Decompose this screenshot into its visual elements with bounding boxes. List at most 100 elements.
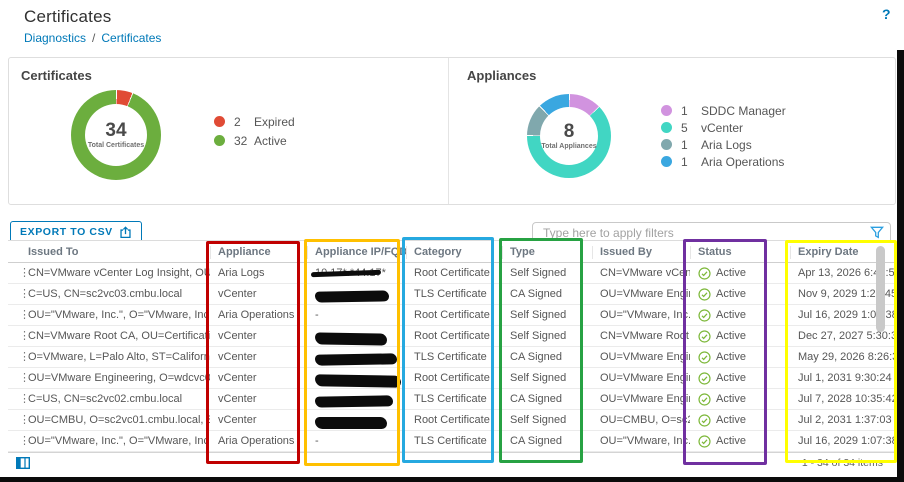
cell-issued-to: OU="VMware, Inc.", O="VMware, Inc.", CN=…	[28, 309, 210, 321]
cell-issued-to: O=VMware, L=Palo Alto, ST=California, C=…	[28, 351, 210, 363]
row-action-menu[interactable]: ⋮	[19, 393, 28, 405]
cell-category: TLS Certificate	[414, 393, 487, 405]
cell-category: Root Certificate	[414, 414, 490, 426]
row-action-menu[interactable]: ⋮	[19, 330, 28, 342]
filter-input[interactable]	[532, 222, 891, 244]
status-check-circle-icon	[698, 350, 711, 364]
table-body: ⋮CN=VMware vCenter Log Insight, OU=vCent…	[8, 263, 896, 452]
column-header-status[interactable]: Status	[690, 241, 790, 262]
cell-status: Active	[690, 347, 790, 367]
redaction-scribble	[315, 416, 387, 429]
row-action-menu[interactable]: ⋮	[19, 372, 28, 384]
row-action-menu[interactable]: ⋮	[19, 414, 28, 426]
legend-count: 32	[234, 133, 248, 148]
table-footer: 1 - 34 of 34 items	[8, 452, 896, 472]
cell-expiry: Dec 27, 2027 5:30:3...	[798, 330, 896, 342]
cell-issued-to: C=US, CN=sc2vc03.cmbu.local	[28, 288, 183, 300]
cell-ip	[307, 284, 406, 304]
appliances-panel-title: Appliances	[467, 68, 537, 83]
filter-funnel-icon[interactable]	[870, 226, 884, 239]
redaction-scribble	[314, 290, 390, 303]
appliances-legend-item: 1 Aria Operations	[661, 155, 786, 169]
legend-dot-icon	[661, 156, 672, 167]
legend-count: 1	[681, 137, 688, 152]
status-text: Active	[716, 288, 746, 300]
legend-dot-icon	[214, 116, 225, 127]
breadcrumb-separator: /	[92, 31, 96, 45]
cell-type: Self Signed	[510, 309, 567, 321]
cell-expiry: Nov 9, 2029 1:28:45 ...	[798, 288, 896, 300]
status-check-circle-icon	[698, 308, 711, 322]
cell-ip	[307, 389, 406, 409]
cell-issued-by: OU=VMware Engine...	[600, 393, 690, 405]
export-to-csv-button[interactable]: EXPORT TO CSV	[10, 221, 142, 243]
cell-appliance: vCenter	[218, 330, 257, 342]
status-check-circle-icon	[698, 287, 711, 301]
cell-type: Self Signed	[510, 414, 567, 426]
row-action-menu[interactable]: ⋮	[19, 309, 28, 321]
column-header-type[interactable]: Type	[502, 241, 592, 262]
table-row: ⋮ C=US, CN=sc2vc02.cmbu.local vCenter TLS C…	[8, 389, 896, 410]
cell-issued-by: OU="VMware, Inc.", ...	[600, 309, 690, 321]
status-text: Active	[716, 309, 746, 321]
column-header-expiry-date[interactable]: Expiry Date	[790, 241, 896, 262]
legend-label: Active	[254, 133, 287, 148]
certificates-total-label: Total Certificates	[87, 142, 145, 149]
cell-status: Active	[690, 326, 790, 346]
column-header-issued-by[interactable]: Issued By	[592, 241, 690, 262]
items-count: 1 - 34 of 34 items	[801, 457, 883, 469]
table-row: ⋮OU=VMware Engineering, O=wdcvc01.cmbu.l…	[8, 368, 896, 389]
cell-type: Self Signed	[510, 330, 567, 342]
cell-ip	[307, 326, 406, 346]
cell-category: Root Certificate	[414, 309, 490, 321]
row-action-menu[interactable]: ⋮	[19, 288, 28, 300]
cell-category: Root Certificate	[414, 330, 490, 342]
appliances-legend-item: 5 vCenter	[661, 121, 786, 135]
column-picker-icon[interactable]	[16, 457, 30, 469]
row-action-menu[interactable]: ⋮	[19, 267, 28, 279]
cell-issued-by: OU=VMware Engine...	[600, 288, 690, 300]
cell-ip: 10.17*.*44.17*	[307, 263, 406, 283]
cell-status: Active	[690, 431, 790, 451]
certificates-legend: 2 Expired 32 Active	[214, 115, 295, 148]
cell-ip	[307, 347, 406, 367]
column-header-issued-to[interactable]: Issued To	[28, 246, 79, 258]
column-header-appliance-ip-fqdn[interactable]: Appliance IP/FQDN	[307, 241, 406, 262]
certificates-legend-item: 2 Expired	[214, 115, 295, 129]
legend-label: SDDC Manager	[701, 103, 786, 118]
status-text: Active	[716, 267, 746, 279]
breadcrumb-diagnostics-link[interactable]: Diagnostics	[24, 31, 87, 45]
cell-expiry: Jul 1, 2031 9:30:24 PM	[798, 372, 896, 384]
legend-dot-icon	[214, 135, 225, 146]
appliances-legend: 1 SDDC Manager 5 vCenter 1 Aria Logs 1 Aria Ope…	[661, 103, 786, 169]
redaction-scribble	[314, 331, 388, 346]
cell-issued-to: CN=VMware vCenter Log Insight, OU=vCent.…	[28, 267, 210, 279]
row-action-menu[interactable]: ⋮	[19, 351, 28, 363]
table-scrollbar[interactable]	[876, 246, 885, 332]
cell-expiry: Jul 7, 2028 10:35:42 ...	[798, 393, 896, 405]
cell-appliance: Aria Operations	[218, 309, 295, 321]
row-action-menu[interactable]: ⋮	[19, 435, 28, 447]
status-check-circle-icon	[698, 329, 711, 343]
column-header-category[interactable]: Category	[406, 241, 502, 262]
cell-appliance: vCenter	[218, 372, 257, 384]
cell-status: Active	[690, 389, 790, 409]
certificates-legend-item: 32 Active	[214, 133, 295, 148]
cell-expiry: May 29, 2026 8:26:3...	[798, 351, 896, 363]
appliances-legend-item: 1 Aria Logs	[661, 137, 786, 152]
cell-type: CA Signed	[510, 351, 562, 363]
cell-expiry: Jul 16, 2029 1:07:38 ...	[798, 435, 896, 447]
cell-category: Root Certificate	[414, 372, 490, 384]
cell-expiry: Apr 13, 2026 6:42:51 ...	[798, 267, 896, 279]
certificates-total: 34	[105, 120, 127, 141]
cell-issued-to: OU="VMware, Inc.", O="VMware, Inc.", CN=…	[28, 435, 210, 447]
cell-ip	[307, 368, 406, 388]
breadcrumb-certificates-link[interactable]: Certificates	[101, 31, 162, 45]
cell-status: Active	[690, 368, 790, 388]
table-row: ⋮OU="VMware, Inc.", O="VMware, Inc.", CN…	[8, 305, 896, 326]
help-icon[interactable]: ?	[882, 6, 891, 22]
export-to-csv-label: EXPORT TO CSV	[20, 226, 113, 238]
cell-issued-by: OU=VMware Engine...	[600, 351, 690, 363]
column-header-appliance[interactable]: Appliance	[210, 241, 307, 262]
